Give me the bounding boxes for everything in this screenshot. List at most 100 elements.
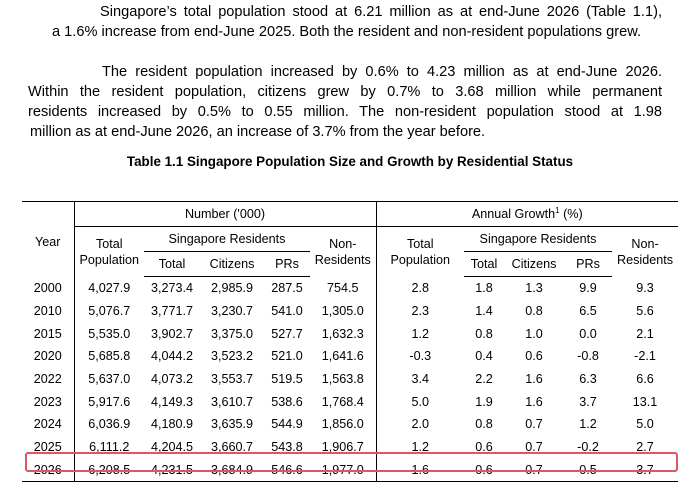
- cell-n-prs: 287.5: [271, 281, 303, 296]
- table-row: 2023 5,917.6 4,149.3 3,610.7 538.6 1,768.4 5.0…: [22, 390, 678, 414]
- cell-g-citizens: 1.3: [525, 281, 543, 296]
- cell-n-total: 4,044.2: [150, 349, 194, 364]
- growth-total-population-header: Total Population: [375, 226, 465, 277]
- cell-n-citizens: 2,985.9: [210, 281, 254, 296]
- cell-n-nonres: 1,305.0: [321, 304, 364, 319]
- cell-g-prs: -0.8: [577, 349, 599, 364]
- cell-g-nonres: 13.1: [632, 394, 658, 409]
- cell-n-total-pop: 5,076.7: [73, 299, 144, 323]
- cell-n-prs: 527.7: [271, 326, 303, 341]
- cell-year: 2015: [33, 326, 62, 341]
- growth-singapore-residents-header: Singapore Residents: [464, 226, 613, 252]
- cell-g-total-pop: -0.3: [375, 345, 465, 368]
- year-header-spacer: [22, 201, 74, 227]
- cell-n-citizens: 3,375.0: [210, 326, 254, 341]
- cell-year: 2000: [33, 281, 62, 296]
- resident-line-4: million as at end-June 2026, an increase…: [30, 124, 486, 140]
- cell-g-prs: 9.9: [579, 281, 597, 296]
- cell-n-total: 3,771.7: [150, 304, 194, 319]
- header-text: Residents: [314, 252, 371, 267]
- growth-prs-header: PRs: [564, 251, 613, 277]
- cell-n-nonres: 1,768.4: [321, 394, 364, 409]
- cell-g-nonres: 5.0: [636, 417, 654, 432]
- cell-g-citizens: 0.7: [525, 417, 543, 432]
- cell-n-nonres: 1,641.6: [321, 349, 364, 364]
- cell-year: 2022: [33, 372, 62, 387]
- cell-n-total-pop: 5,917.6: [73, 390, 144, 414]
- population-table: Number ('000) Annual Growth1 (%) Year To…: [22, 201, 679, 482]
- cell-g-prs: 6.3: [579, 372, 597, 387]
- cell-n-prs: 519.5: [271, 372, 303, 387]
- growth-group-header: Annual Growth1 (%): [375, 201, 679, 227]
- cell-g-total-pop: 2.3: [375, 299, 465, 323]
- cell-year: 2024: [33, 417, 62, 432]
- cell-n-total: 4,204.5: [150, 440, 194, 455]
- cell-g-prs: -0.2: [577, 440, 599, 455]
- cell-g-total: 0.8: [475, 417, 493, 432]
- resident-line-3: residents increased by 0.5% to 0.55 mill…: [28, 104, 662, 120]
- resident-line-1: The resident population increased by 0.6…: [102, 64, 662, 80]
- cell-n-citizens: 3,660.7: [210, 440, 254, 455]
- cell-n-total: 3,902.7: [150, 326, 194, 341]
- table-row: 2015 5,535.0 3,902.7 3,375.0 527.7 1,632.3 1.2…: [22, 322, 678, 346]
- cell-g-citizens: 0.6: [525, 349, 543, 364]
- cell-n-total-pop: 5,637.0: [73, 367, 144, 391]
- cell-n-prs: 521.0: [271, 349, 303, 364]
- cell-year: 2025: [33, 440, 62, 455]
- resident-paragraph: The resident population increased by 0.6…: [28, 62, 662, 142]
- cell-g-total: 1.8: [475, 281, 493, 296]
- growth-citizens-header: Citizens: [504, 251, 565, 277]
- growth-footnote-mark: 1: [555, 206, 560, 216]
- intro-line-2: a 1.6% increase from end-June 2025. Both…: [52, 24, 641, 40]
- header-text: Non-: [329, 236, 357, 251]
- cell-n-prs: 543.8: [271, 440, 303, 455]
- header-text: Population: [79, 252, 140, 267]
- cell-g-prs: 1.2: [579, 417, 597, 432]
- table-caption: Table 1.1 Singapore Population Size and …: [126, 154, 574, 169]
- highlight-box-2026: [25, 452, 678, 472]
- cell-year: 2010: [33, 304, 62, 319]
- number-total-header: Total: [144, 251, 200, 277]
- cell-g-prs: 0.0: [579, 326, 597, 341]
- table-row: 2022 5,637.0 4,073.2 3,553.7 519.5 1,563.8 3.4…: [22, 367, 678, 391]
- table-body: 2000 4,027.9 3,273.4 2,985.9 287.5 754.5 2.8 1.…: [22, 276, 679, 482]
- cell-g-total: 2.2: [475, 372, 493, 387]
- table-row: 2024 6,036.9 4,180.9 3,635.9 544.9 1,856.0 2.0…: [22, 413, 678, 436]
- cell-g-nonres: 2.1: [636, 326, 654, 341]
- header-text: Population: [390, 252, 451, 267]
- cell-n-citizens: 3,553.7: [210, 372, 254, 387]
- cell-n-nonres: 1,906.7: [321, 440, 364, 455]
- cell-g-total: 0.4: [475, 349, 493, 364]
- intro-line-1: Singapore’s total population stood at 6.…: [100, 4, 662, 20]
- cell-n-prs: 544.9: [271, 417, 303, 432]
- growth-total-header: Total: [464, 251, 505, 277]
- cell-n-total: 4,149.3: [150, 394, 194, 409]
- cell-year: 2020: [33, 349, 62, 364]
- cell-g-total-pop: 5.0: [375, 390, 465, 414]
- table-row: 2000 4,027.9 3,273.4 2,985.9 287.5 754.5 2.8 1.…: [22, 276, 678, 300]
- table-row: 2010 5,076.7 3,771.7 3,230.7 541.0 1,305.0 2.3…: [22, 299, 678, 323]
- cell-n-citizens: 3,635.9: [210, 417, 254, 432]
- cell-g-citizens: 1.6: [525, 372, 543, 387]
- cell-year: 2023: [33, 394, 62, 409]
- cell-n-total-pop: 5,535.0: [73, 322, 144, 346]
- cell-n-nonres: 1,632.3: [321, 326, 364, 341]
- cell-g-total: 1.9: [475, 394, 493, 409]
- cell-g-nonres: -2.1: [634, 349, 656, 364]
- cell-n-prs: 538.6: [271, 394, 303, 409]
- cell-g-prs: 6.5: [579, 304, 597, 319]
- cell-g-citizens: 1.0: [525, 326, 543, 341]
- cell-g-citizens: 0.7: [525, 440, 543, 455]
- cell-n-citizens: 3,523.2: [210, 349, 254, 364]
- cell-n-total: 4,180.9: [150, 417, 194, 432]
- header-text: Total: [95, 236, 123, 251]
- cell-g-total-pop: 2.8: [375, 276, 465, 300]
- cell-g-citizens: 1.6: [525, 394, 543, 409]
- cell-g-total: 0.6: [475, 440, 493, 455]
- cell-g-citizens: 0.8: [525, 304, 543, 319]
- cell-n-nonres: 754.5: [327, 281, 359, 296]
- cell-n-total-pop: 6,036.9: [73, 413, 144, 436]
- header-text: Non-: [631, 236, 659, 251]
- number-non-residents-header: Non- Residents: [310, 227, 376, 277]
- cell-n-prs: 541.0: [271, 304, 303, 319]
